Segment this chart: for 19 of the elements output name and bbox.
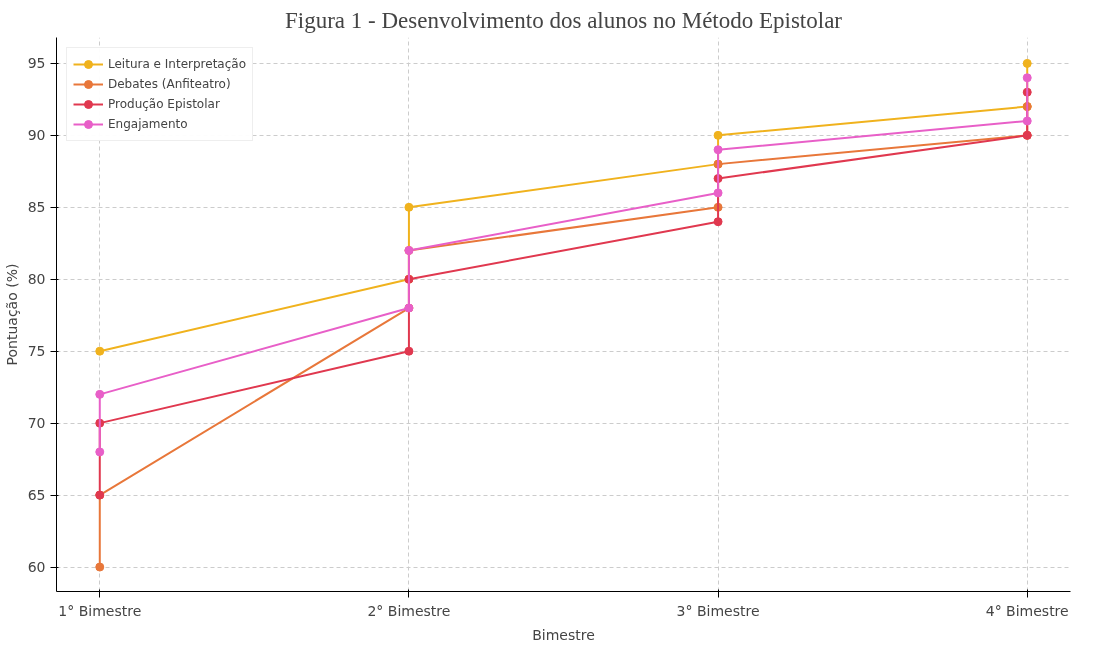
legend-label: Debates (Anfiteatro) xyxy=(108,77,231,91)
chart-title: Figura 1 - Desenvolvimento dos alunos no Método Epistolar xyxy=(284,7,843,33)
legend-label: Engajamento xyxy=(108,117,188,131)
x-tick-label: 1° Bimestre xyxy=(58,602,142,619)
x-tick-label: 3° Bimestre xyxy=(676,602,760,619)
x-tick-label: 4° Bimestre xyxy=(985,602,1069,619)
y-tick-label: 60 xyxy=(27,559,46,576)
x-axis-title: Bimestre xyxy=(532,626,595,643)
y-tick-label: 95 xyxy=(27,55,46,72)
y-tick-label: 85 xyxy=(27,199,46,216)
y-tick-label: 80 xyxy=(27,271,46,288)
y-tick-label: 75 xyxy=(27,343,46,360)
y-tick-label: 90 xyxy=(27,127,46,144)
y-axis-title: Pontuação (%) xyxy=(3,263,20,366)
y-tick-label: 65 xyxy=(27,487,46,504)
legend-label: Produção Epistolar xyxy=(108,97,220,111)
y-tick-label: 70 xyxy=(27,415,46,432)
legend-label: Leitura e Interpretação xyxy=(108,57,246,71)
x-tick-label: 2° Bimestre xyxy=(367,602,451,619)
